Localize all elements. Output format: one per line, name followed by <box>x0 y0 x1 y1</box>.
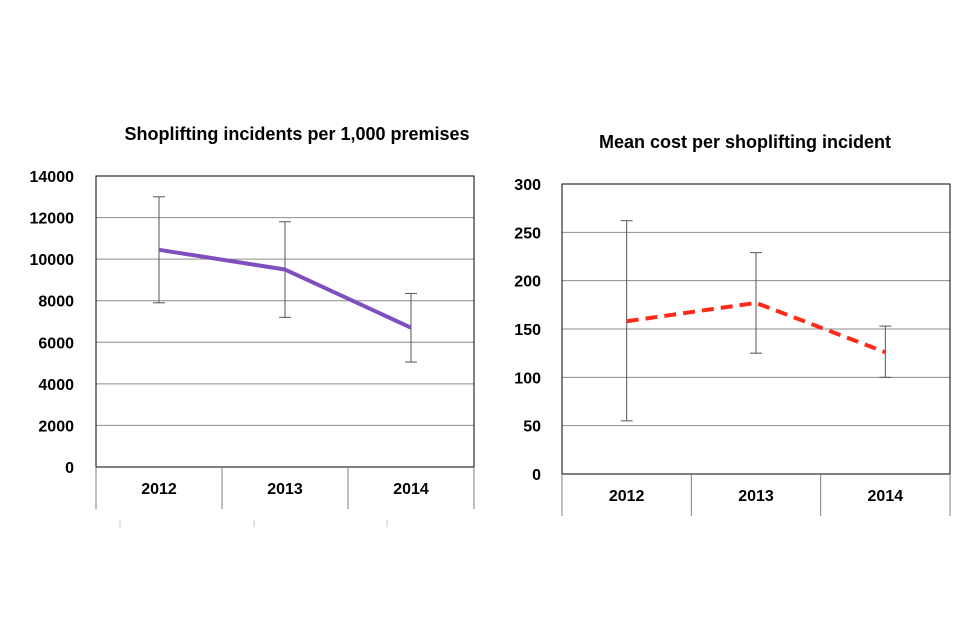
y-tick-label: 0 <box>65 460 74 477</box>
x-category-label: 2014 <box>868 488 904 505</box>
plot-area-frame <box>561 183 951 475</box>
x-category-label: 2013 <box>267 481 303 498</box>
y-tick-label: 2000 <box>38 418 74 435</box>
x-category-label: 2012 <box>141 481 177 498</box>
x-category-label: 2014 <box>393 481 429 498</box>
y-tick-label: 100 <box>514 370 541 387</box>
y-tick-label: 12000 <box>30 211 75 228</box>
chart-incidents-per-premises: Shoplifting incidents per 1,000 premises… <box>30 124 475 527</box>
x-category-label: 2012 <box>609 488 645 505</box>
y-tick-label: 300 <box>514 177 541 194</box>
y-tick-label: 4000 <box>38 377 74 394</box>
y-tick-label: 50 <box>523 419 541 436</box>
x-category-label: 2013 <box>738 488 774 505</box>
y-tick-label: 10000 <box>30 252 75 269</box>
y-tick-label: 0 <box>532 467 541 484</box>
y-tick-label: 250 <box>514 225 541 242</box>
y-tick-label: 14000 <box>30 169 75 186</box>
chart-mean-cost-per-incident: Mean cost per shoplifting incident 0 50 100… <box>514 132 951 516</box>
series-line <box>626 300 887 355</box>
y-tick-label: 200 <box>514 274 541 291</box>
chart-title: Shoplifting incidents per 1,000 premises <box>124 124 469 144</box>
y-tick-label: 6000 <box>38 335 74 352</box>
y-tick-label: 150 <box>514 322 541 339</box>
y-tick-label: 8000 <box>38 294 74 311</box>
chart-title: Mean cost per shoplifting incident <box>599 132 891 152</box>
plot-area-frame <box>95 175 475 468</box>
